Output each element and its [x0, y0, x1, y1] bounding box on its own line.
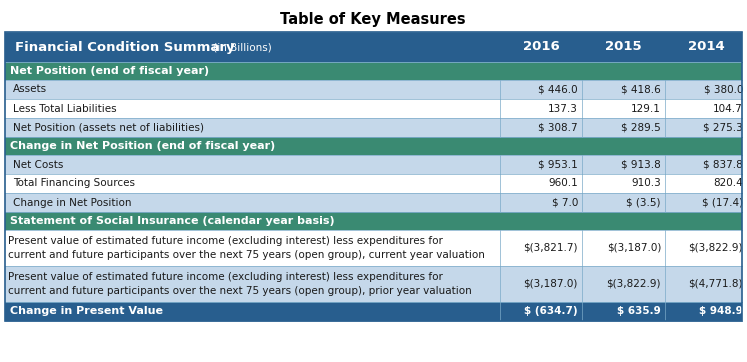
Text: $ 7.0: $ 7.0 [551, 198, 578, 207]
Bar [5, 212, 742, 230]
Text: Financial Condition Summary: Financial Condition Summary [15, 41, 235, 54]
Bar [5, 174, 742, 193]
Text: 137.3: 137.3 [548, 104, 578, 114]
Text: $ 837.8: $ 837.8 [703, 160, 743, 169]
Text: 129.1: 129.1 [631, 104, 661, 114]
Text: 960.1: 960.1 [548, 178, 578, 189]
Text: $ 948.9: $ 948.9 [699, 307, 743, 316]
Text: (in Billions): (in Billions) [210, 42, 272, 52]
Text: Present value of estimated future income (excluding interest) less expenditures : Present value of estimated future income… [8, 236, 485, 260]
Text: Change in Net Position: Change in Net Position [13, 198, 131, 207]
Text: Net Costs: Net Costs [13, 160, 63, 169]
Text: 104.7: 104.7 [713, 104, 743, 114]
Text: $ 308.7: $ 308.7 [539, 122, 578, 132]
Bar [5, 137, 742, 155]
Text: $(3,187.0): $(3,187.0) [607, 243, 661, 253]
Text: 910.3: 910.3 [631, 178, 661, 189]
Bar [5, 155, 742, 174]
Text: Table of Key Measures: Table of Key Measures [280, 12, 466, 27]
Text: Statement of Social Insurance (calendar year basis): Statement of Social Insurance (calendar … [10, 216, 335, 226]
Bar [5, 99, 742, 118]
Text: 820.4: 820.4 [713, 178, 743, 189]
Text: Total Financing Sources: Total Financing Sources [13, 178, 135, 189]
Text: $(3,822.9): $(3,822.9) [607, 279, 661, 289]
Text: Assets: Assets [13, 84, 47, 94]
Bar [5, 302, 742, 321]
Bar [5, 118, 742, 137]
Text: Net Position (assets net of liabilities): Net Position (assets net of liabilities) [13, 122, 204, 132]
Text: $ 289.5: $ 289.5 [622, 122, 661, 132]
Text: Less Total Liabilities: Less Total Liabilities [13, 104, 117, 114]
Bar [5, 193, 742, 212]
Text: $ 275.3: $ 275.3 [703, 122, 743, 132]
Text: $ (17.4): $ (17.4) [702, 198, 743, 207]
Text: 2016: 2016 [523, 41, 560, 54]
Text: $ (634.7): $ (634.7) [524, 307, 578, 316]
Text: $(3,821.7): $(3,821.7) [524, 243, 578, 253]
Text: Net Position (end of fiscal year): Net Position (end of fiscal year) [10, 66, 209, 76]
Text: Present value of estimated future income (excluding interest) less expenditures : Present value of estimated future income… [8, 272, 472, 296]
Text: $ 635.9: $ 635.9 [617, 307, 661, 316]
Bar [5, 32, 742, 62]
Text: Change in Net Position (end of fiscal year): Change in Net Position (end of fiscal ye… [10, 141, 275, 151]
Bar [5, 62, 742, 80]
Text: $(4,771.8): $(4,771.8) [689, 279, 743, 289]
Text: $(3,822.9): $(3,822.9) [689, 243, 743, 253]
Bar [5, 230, 742, 266]
Bar [5, 32, 742, 321]
Text: 2015: 2015 [605, 41, 642, 54]
Text: $ 380.0: $ 380.0 [704, 84, 743, 94]
Text: $(3,187.0): $(3,187.0) [524, 279, 578, 289]
Text: $ 913.8: $ 913.8 [622, 160, 661, 169]
Text: $ 446.0: $ 446.0 [539, 84, 578, 94]
Text: Change in Present Value: Change in Present Value [10, 307, 163, 316]
Text: $ 953.1: $ 953.1 [539, 160, 578, 169]
Bar [5, 266, 742, 302]
Text: $ 418.6: $ 418.6 [622, 84, 661, 94]
Text: 2014: 2014 [688, 41, 725, 54]
Bar [5, 80, 742, 99]
Text: $ (3.5): $ (3.5) [627, 198, 661, 207]
